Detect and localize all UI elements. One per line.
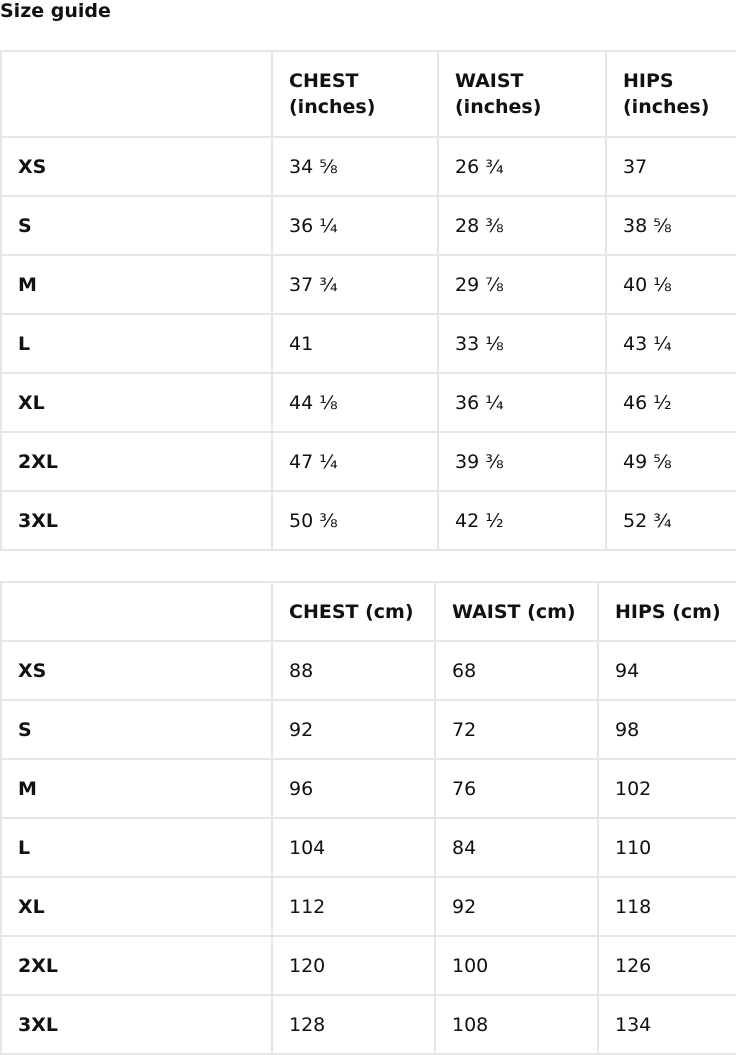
table-row: M 37 ¾ 29 ⅞ 40 ⅛	[0, 254, 736, 315]
column-header: WAIST (cm)	[434, 581, 599, 642]
table-row: XS 88 68 94	[0, 640, 736, 701]
header-empty	[0, 50, 273, 138]
measurement-cell: 28 ⅜	[437, 195, 607, 256]
measurement-cell: 104	[271, 817, 436, 878]
measurement-cell: 118	[597, 876, 736, 937]
measurement-cell: 50 ⅜	[271, 490, 439, 551]
size-label: L	[0, 817, 273, 878]
measurement-cell: 40 ⅛	[605, 254, 736, 315]
table-row: L 41 33 ⅛ 43 ¼	[0, 313, 736, 374]
page-title: Size guide	[0, 0, 111, 22]
size-label: XS	[0, 640, 273, 701]
table-row: S 92 72 98	[0, 699, 736, 760]
size-label: 2XL	[0, 935, 273, 996]
table-row: XL 44 ⅛ 36 ¼ 46 ½	[0, 372, 736, 433]
size-label: 3XL	[0, 490, 273, 551]
measurement-cell: 37	[605, 136, 736, 197]
size-label: S	[0, 699, 273, 760]
measurement-cell: 72	[434, 699, 599, 760]
measurement-cell: 37 ¾	[271, 254, 439, 315]
measurement-cell: 96	[271, 758, 436, 819]
size-label: XL	[0, 876, 273, 937]
measurement-cell: 46 ½	[605, 372, 736, 433]
measurement-cell: 94	[597, 640, 736, 701]
table-row: 3XL 128 108 134	[0, 994, 736, 1055]
measurement-cell: 84	[434, 817, 599, 878]
measurement-cell: 39 ⅜	[437, 431, 607, 492]
measurement-cell: 52 ¾	[605, 490, 736, 551]
measurement-cell: 108	[434, 994, 599, 1055]
header-row: CHEST (cm) WAIST (cm) HIPS (cm)	[0, 581, 736, 642]
measurement-cell: 68	[434, 640, 599, 701]
column-header: WAIST (inches)	[437, 50, 607, 138]
measurement-cell: 110	[597, 817, 736, 878]
table-row: 3XL 50 ⅜ 42 ½ 52 ¾	[0, 490, 736, 551]
size-table-inches: CHEST (inches) WAIST (inches) HIPS (inches…	[0, 50, 736, 551]
size-label: 2XL	[0, 431, 273, 492]
table-row: XS 34 ⅝ 26 ¾ 37	[0, 136, 736, 197]
measurement-cell: 29 ⅞	[437, 254, 607, 315]
measurement-cell: 36 ¼	[271, 195, 439, 256]
measurement-cell: 33 ⅛	[437, 313, 607, 374]
measurement-cell: 26 ¾	[437, 136, 607, 197]
measurement-cell: 92	[434, 876, 599, 937]
size-table-cm: CHEST (cm) WAIST (cm) HIPS (cm) XS 88 68 94 S 9…	[0, 581, 736, 1055]
size-label: M	[0, 758, 273, 819]
column-header: HIPS (cm)	[597, 581, 736, 642]
measurement-cell: 36 ¼	[437, 372, 607, 433]
table-row: L 104 84 110	[0, 817, 736, 878]
measurement-cell: 126	[597, 935, 736, 996]
table-row: S 36 ¼ 28 ⅜ 38 ⅝	[0, 195, 736, 256]
measurement-cell: 88	[271, 640, 436, 701]
size-label: XL	[0, 372, 273, 433]
size-label: S	[0, 195, 273, 256]
size-label: XS	[0, 136, 273, 197]
column-header: CHEST (inches)	[271, 50, 439, 138]
measurement-cell: 102	[597, 758, 736, 819]
measurement-cell: 42 ½	[437, 490, 607, 551]
measurement-cell: 120	[271, 935, 436, 996]
measurement-cell: 128	[271, 994, 436, 1055]
measurement-cell: 100	[434, 935, 599, 996]
measurement-cell: 98	[597, 699, 736, 760]
column-header: CHEST (cm)	[271, 581, 436, 642]
measurement-cell: 44 ⅛	[271, 372, 439, 433]
measurement-cell: 47 ¼	[271, 431, 439, 492]
table-row: 2XL 120 100 126	[0, 935, 736, 996]
column-header: HIPS (inches)	[605, 50, 736, 138]
measurement-cell: 92	[271, 699, 436, 760]
header-row: CHEST (inches) WAIST (inches) HIPS (inches…	[0, 50, 736, 138]
table-row: 2XL 47 ¼ 39 ⅜ 49 ⅝	[0, 431, 736, 492]
size-label: L	[0, 313, 273, 374]
header-empty	[0, 581, 273, 642]
size-label: 3XL	[0, 994, 273, 1055]
measurement-cell: 41	[271, 313, 439, 374]
size-label: M	[0, 254, 273, 315]
measurement-cell: 76	[434, 758, 599, 819]
table-row: M 96 76 102	[0, 758, 736, 819]
measurement-cell: 34 ⅝	[271, 136, 439, 197]
measurement-cell: 134	[597, 994, 736, 1055]
measurement-cell: 49 ⅝	[605, 431, 736, 492]
table-row: XL 112 92 118	[0, 876, 736, 937]
measurement-cell: 112	[271, 876, 436, 937]
measurement-cell: 38 ⅝	[605, 195, 736, 256]
measurement-cell: 43 ¼	[605, 313, 736, 374]
